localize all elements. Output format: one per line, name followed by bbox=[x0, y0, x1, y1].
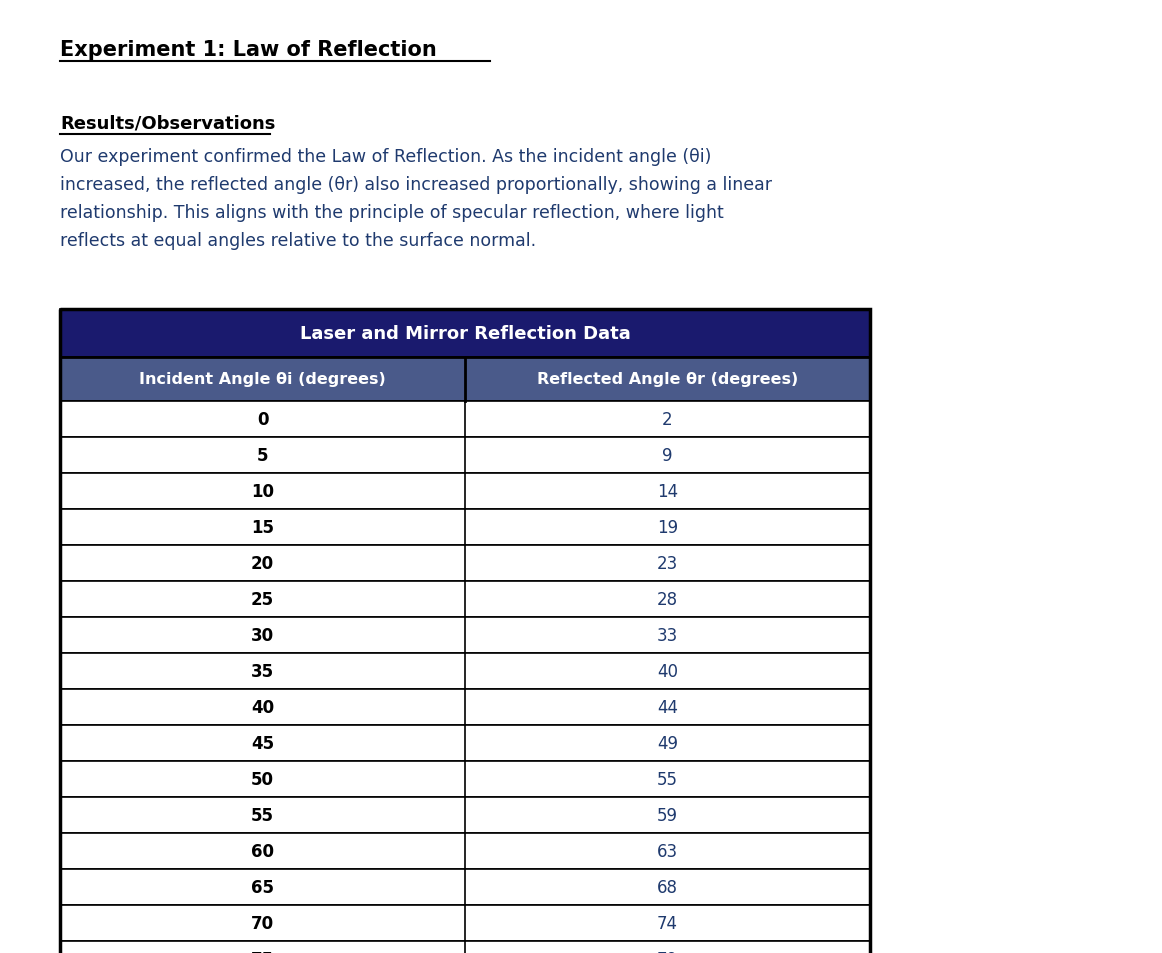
Text: Our experiment confirmed the Law of Reflection. As the incident angle (θi): Our experiment confirmed the Law of Refl… bbox=[60, 148, 711, 166]
Text: 20: 20 bbox=[251, 555, 274, 573]
Text: 14: 14 bbox=[657, 482, 679, 500]
Bar bbox=[60, 310, 870, 357]
Text: 49: 49 bbox=[657, 734, 677, 752]
Bar bbox=[60, 618, 870, 654]
Text: Results/Observations: Results/Observations bbox=[60, 115, 275, 132]
Text: reflects at equal angles relative to the surface normal.: reflects at equal angles relative to the… bbox=[60, 232, 536, 250]
Text: 55: 55 bbox=[251, 806, 274, 824]
Text: 23: 23 bbox=[657, 555, 679, 573]
Text: Reflected Angle θr (degrees): Reflected Angle θr (degrees) bbox=[537, 372, 798, 387]
Text: 65: 65 bbox=[251, 878, 274, 896]
Text: 35: 35 bbox=[251, 662, 274, 680]
Text: 63: 63 bbox=[657, 842, 679, 861]
Text: Incident Angle θi (degrees): Incident Angle θi (degrees) bbox=[139, 372, 386, 387]
Bar bbox=[60, 725, 870, 761]
Bar bbox=[60, 797, 870, 833]
Bar bbox=[60, 357, 870, 401]
Text: 55: 55 bbox=[657, 770, 677, 788]
Text: 28: 28 bbox=[657, 590, 679, 608]
Text: 74: 74 bbox=[657, 914, 677, 932]
Text: 30: 30 bbox=[251, 626, 274, 644]
Bar bbox=[60, 941, 870, 953]
Text: 40: 40 bbox=[251, 699, 274, 717]
Text: 5: 5 bbox=[257, 447, 268, 464]
Text: 45: 45 bbox=[251, 734, 274, 752]
Bar bbox=[60, 310, 870, 953]
Bar bbox=[60, 437, 870, 474]
Text: 0: 0 bbox=[257, 411, 268, 429]
Text: 33: 33 bbox=[657, 626, 679, 644]
Text: 44: 44 bbox=[657, 699, 677, 717]
Text: 15: 15 bbox=[251, 518, 274, 537]
Text: increased, the reflected angle (θr) also increased proportionally, showing a lin: increased, the reflected angle (θr) also… bbox=[60, 175, 772, 193]
Text: 9: 9 bbox=[662, 447, 673, 464]
Bar bbox=[60, 545, 870, 581]
Bar bbox=[60, 401, 870, 437]
Text: 2: 2 bbox=[662, 411, 673, 429]
Text: 19: 19 bbox=[657, 518, 679, 537]
Bar bbox=[60, 581, 870, 618]
Text: Laser and Mirror Reflection Data: Laser and Mirror Reflection Data bbox=[300, 325, 630, 343]
Text: 60: 60 bbox=[251, 842, 274, 861]
Text: Experiment 1: Law of Reflection: Experiment 1: Law of Reflection bbox=[60, 40, 437, 60]
Bar bbox=[60, 761, 870, 797]
Bar bbox=[60, 869, 870, 905]
Text: 79: 79 bbox=[657, 950, 677, 953]
Text: 75: 75 bbox=[251, 950, 274, 953]
Bar bbox=[60, 654, 870, 689]
Text: relationship. This aligns with the principle of specular reflection, where light: relationship. This aligns with the princ… bbox=[60, 204, 724, 222]
Text: 40: 40 bbox=[657, 662, 677, 680]
Text: 70: 70 bbox=[251, 914, 274, 932]
Bar bbox=[60, 474, 870, 510]
Bar bbox=[60, 510, 870, 545]
Bar bbox=[60, 833, 870, 869]
Text: 68: 68 bbox=[657, 878, 677, 896]
Text: 25: 25 bbox=[251, 590, 274, 608]
Text: 59: 59 bbox=[657, 806, 677, 824]
Bar bbox=[60, 689, 870, 725]
Text: 10: 10 bbox=[251, 482, 274, 500]
Bar bbox=[60, 905, 870, 941]
Text: 50: 50 bbox=[251, 770, 274, 788]
